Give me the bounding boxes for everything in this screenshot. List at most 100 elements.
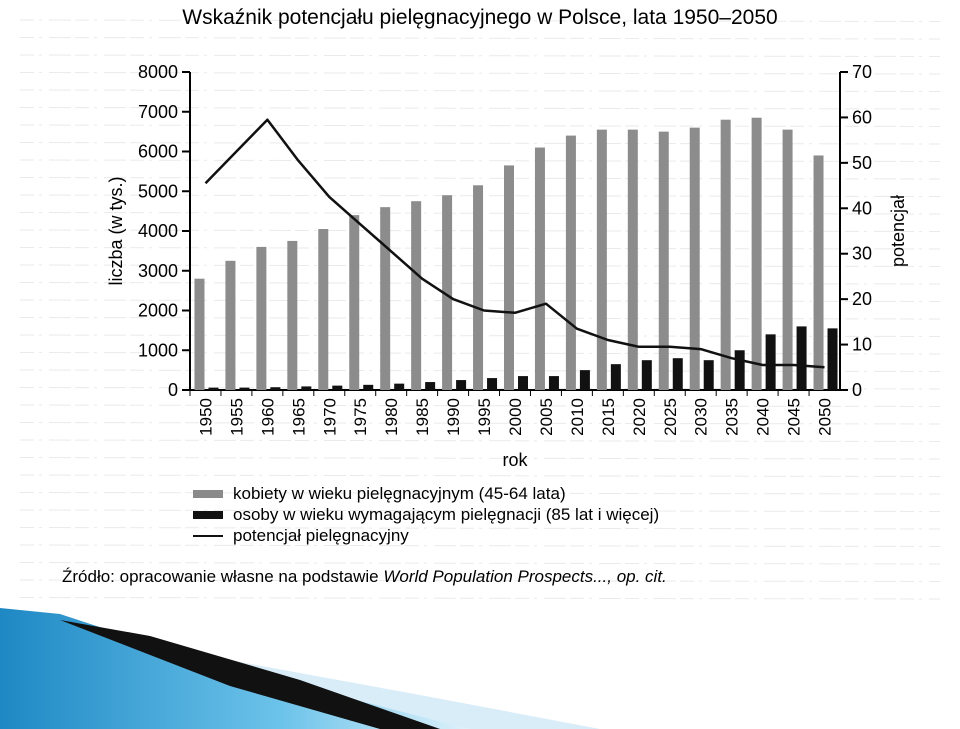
background-text-line — [19, 422, 941, 425]
background-text-line — [19, 404, 941, 407]
x-tick-label: 2050 — [816, 398, 835, 436]
x-tick-label: 1985 — [413, 398, 432, 436]
bar-elderly — [208, 387, 219, 390]
legend-item-potential: potencjał pielęgnacyjny — [193, 525, 659, 546]
background-text-line — [19, 177, 941, 180]
bar-women — [411, 201, 422, 390]
x-tick-label: 2040 — [754, 398, 773, 436]
chart-legend: kobiety w wieku pielęgnacyjnym (45-64 la… — [193, 483, 659, 546]
blue-swoosh-decoration — [0, 608, 600, 729]
x-tick-label: 1960 — [258, 398, 277, 436]
bar-elderly — [456, 380, 467, 390]
background-text-line — [19, 457, 941, 460]
x-tick-label: 2045 — [785, 398, 804, 436]
bar-women — [442, 195, 453, 390]
y-tick-label: 0 — [168, 380, 178, 400]
x-tick-label: 1975 — [351, 398, 370, 436]
background-text-line — [19, 72, 941, 75]
bar-women — [782, 129, 793, 390]
bar-women — [380, 207, 391, 390]
bar-elderly — [518, 376, 528, 390]
bar-elderly — [579, 370, 590, 390]
bar-elderly — [239, 387, 250, 390]
bar-elderly — [394, 383, 405, 390]
bar-elderly — [641, 360, 652, 390]
x-tick-label: 2025 — [661, 398, 680, 436]
legend-label-elderly: osoby w wieku wymagającym pielęgnacji (8… — [233, 504, 660, 524]
chart-title: Wskaźnik potencjału pielęgnacyjnego w Po… — [182, 6, 778, 29]
bar-women — [256, 246, 267, 390]
background-text-line — [19, 492, 941, 495]
x-tick-label: 2035 — [723, 398, 742, 436]
x-tick-label: 1965 — [289, 398, 308, 436]
bar-women — [596, 129, 607, 390]
bar-women — [225, 260, 236, 390]
y2-tick-label: 10 — [852, 335, 872, 355]
bar-women — [349, 215, 360, 390]
bar-elderly — [765, 334, 776, 390]
x-axis-title: rok — [502, 450, 528, 470]
y-axis-title: liczba (w tys.) — [106, 176, 126, 285]
bar-elderly — [672, 358, 683, 390]
x-tick-label: 1950 — [196, 398, 215, 436]
y2-tick-label: 0 — [852, 380, 862, 400]
x-tick-label: 2000 — [506, 398, 525, 436]
y-tick-label: 4000 — [138, 221, 178, 241]
background-text-line — [19, 37, 941, 40]
bar-elderly — [796, 326, 807, 390]
x-tick-label: 2005 — [537, 398, 556, 436]
background-text-line — [19, 124, 941, 127]
swoosh-dark-band — [60, 620, 440, 729]
background-text-line — [19, 19, 941, 22]
chart-source-note: Źródło: opracowanie własne na podstawie … — [62, 567, 667, 587]
y-tick-label: 8000 — [138, 62, 178, 82]
y-tick-label: 1000 — [138, 340, 178, 360]
legend-swatch-potential — [193, 534, 223, 537]
bar-women — [534, 147, 545, 390]
background-text-line — [19, 544, 941, 547]
legend-label-potential: potencjał pielęgnacyjny — [233, 525, 409, 545]
y-tick-label: 6000 — [138, 142, 178, 162]
x-tick-label: 1995 — [475, 398, 494, 436]
bar-elderly — [734, 350, 745, 390]
bar-women — [504, 165, 514, 390]
bar-elderly — [301, 386, 312, 390]
y2-tick-label: 70 — [852, 62, 872, 82]
bar-elderly — [270, 387, 281, 390]
y2-tick-label: 60 — [852, 107, 872, 127]
x-tick-label: 2020 — [630, 398, 649, 436]
x-tick-label: 2010 — [568, 398, 587, 436]
x-tick-label: 2015 — [599, 398, 618, 436]
x-tick-label: 2030 — [692, 398, 711, 436]
legend-swatch-elderly — [193, 510, 223, 519]
background-text-line — [19, 527, 941, 530]
y2-tick-label: 40 — [852, 198, 872, 218]
x-tick-label: 1970 — [320, 398, 339, 436]
background-text-line — [19, 142, 941, 145]
legend-swatch-women — [193, 489, 223, 498]
bar-women — [473, 185, 484, 390]
bar-elderly — [703, 360, 714, 390]
bar-elderly — [425, 382, 436, 390]
legend-item-elderly: osoby w wieku wymagającym pielęgnacji (8… — [193, 504, 659, 525]
bar-women — [689, 127, 700, 391]
bar-elderly — [548, 376, 559, 390]
bar-elderly — [363, 384, 374, 390]
line-potential — [204, 118, 825, 369]
legend-label-women: kobiety w wieku pielęgnacyjnym (45-64 la… — [233, 483, 566, 503]
background-text-line — [19, 159, 941, 162]
background-text-line — [19, 562, 941, 565]
background-text-line — [19, 439, 941, 442]
y-tick-label: 7000 — [138, 102, 178, 122]
background-text-line — [19, 54, 941, 57]
bar-women — [194, 278, 205, 390]
background-text-line — [19, 509, 941, 512]
x-tick-label: 1980 — [382, 398, 401, 436]
background-text-line — [19, 89, 941, 92]
background-text-line — [19, 107, 941, 110]
bar-elderly — [610, 364, 621, 390]
bar-women — [627, 129, 638, 390]
background-text-line — [19, 474, 941, 477]
bar-women — [318, 229, 329, 390]
